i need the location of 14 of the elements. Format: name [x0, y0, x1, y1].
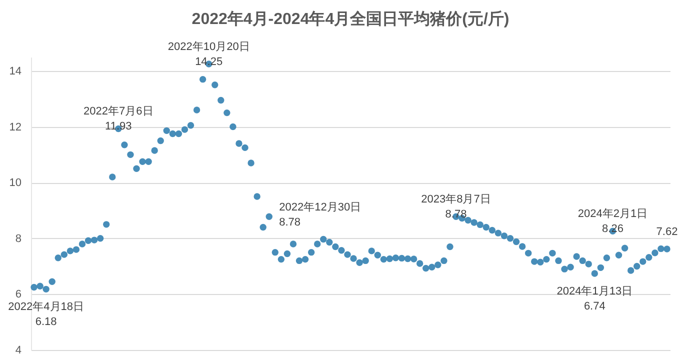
data-label: 2022年10月20日 14.25	[168, 40, 250, 68]
data-label: 2022年4月18日 6.18	[8, 301, 84, 328]
chart-title: 2022年4月-2024年4月全国日平均猪价(元/斤)	[192, 10, 510, 28]
y-tick-label: 14	[9, 65, 22, 78]
data-label: 7.62	[656, 226, 678, 238]
data-label: 2024年1月13日 6.74	[556, 286, 633, 313]
data-label: 2022年7月6日 11.93	[84, 106, 154, 133]
y-tick-label: 10	[9, 177, 22, 190]
y-tick-label: 12	[9, 121, 22, 134]
y-tick-label: 8	[15, 232, 22, 245]
data-label: 2024年2月1日 8.26	[578, 208, 648, 236]
data-label: 2022年12月30日 8.78	[279, 202, 362, 229]
y-tick-label: 4	[15, 344, 22, 356]
y-tick-label: 6	[15, 288, 22, 301]
